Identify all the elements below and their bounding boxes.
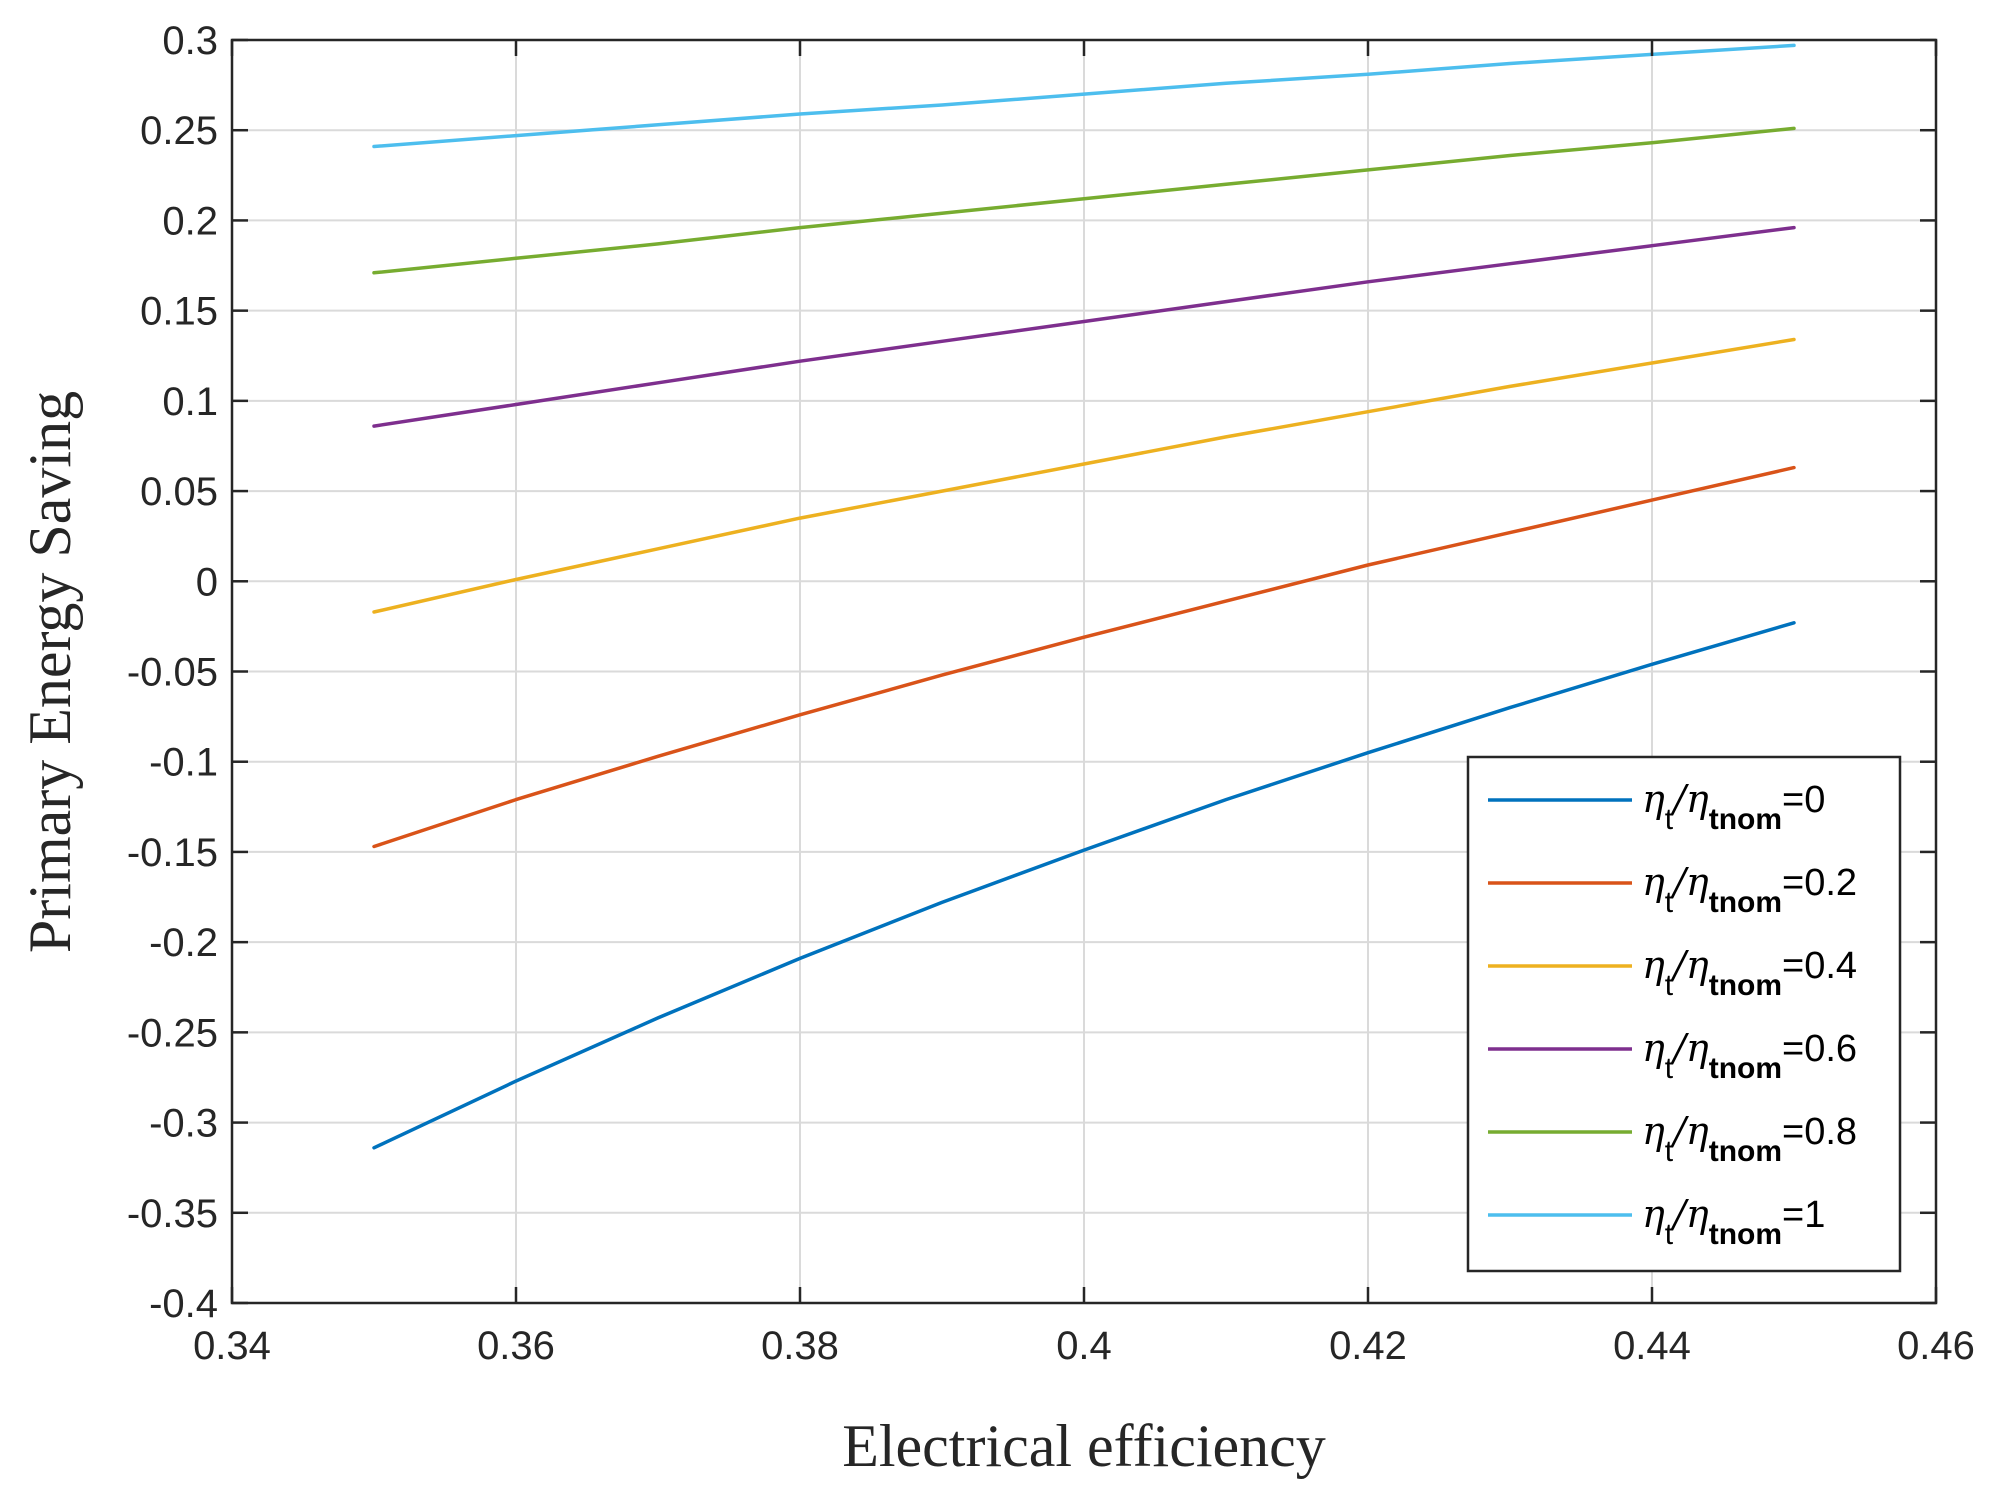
series-line bbox=[372, 43, 1796, 149]
y-tick-label: -0.05 bbox=[127, 651, 218, 695]
y-tick-label: -0.3 bbox=[149, 1102, 218, 1146]
y-tick-label: -0.35 bbox=[127, 1192, 218, 1236]
series-line bbox=[372, 465, 1796, 849]
y-axis-ticks: -0.4 -0.35 -0.3 -0.25 -0.2 -0.15 -0.1 -0.05 0 0.0… bbox=[127, 19, 1936, 1326]
legend-entry-label: ηt/ηtnom=1 bbox=[1642, 1192, 1825, 1251]
y-axis-label: Primary Energy Saving bbox=[17, 391, 83, 953]
y-tick-label: 0.2 bbox=[162, 199, 218, 243]
x-axis-ticks: 0.34 0.36 0.38 0.4 0.42 0.44 0.46 bbox=[193, 40, 1975, 1368]
y-tick-label: -0.1 bbox=[149, 741, 218, 785]
legend: ηt/ηtnom=0 ηt/ηtnom=0.2 ηt/ηtnom=0.4 ηt/ηtn… bbox=[1466, 755, 1902, 1273]
y-tick-label: -0.2 bbox=[149, 921, 218, 965]
y-tick-label: 0.05 bbox=[140, 470, 218, 514]
y-tick-label: 0.25 bbox=[140, 109, 218, 153]
x-tick-label: 0.38 bbox=[761, 1324, 839, 1368]
y-tick-label: 0.1 bbox=[162, 380, 218, 424]
series-line bbox=[372, 621, 1796, 1150]
x-tick-label: 0.36 bbox=[477, 1324, 555, 1368]
y-tick-label: 0.15 bbox=[140, 290, 218, 334]
y-tick-label: 0.3 bbox=[162, 19, 218, 63]
series-line bbox=[372, 225, 1796, 428]
x-tick-label: 0.34 bbox=[193, 1324, 271, 1368]
y-tick-label: -0.25 bbox=[127, 1011, 218, 1055]
x-tick-label: 0.44 bbox=[1613, 1324, 1691, 1368]
y-tick-label: -0.15 bbox=[127, 831, 218, 875]
legend-entry-label: ηt/ηtnom=0.6 bbox=[1642, 1026, 1857, 1085]
x-tick-label: 0.4 bbox=[1056, 1324, 1112, 1368]
y-tick-label: -0.4 bbox=[149, 1282, 218, 1326]
x-tick-label: 0.46 bbox=[1897, 1324, 1975, 1368]
x-axis-label: Electrical efficiency bbox=[842, 1413, 1326, 1479]
legend-box bbox=[1466, 755, 1902, 1273]
legend-entry-label: ηt/ηtnom=0.2 bbox=[1642, 860, 1857, 919]
x-tick-label: 0.42 bbox=[1329, 1324, 1407, 1368]
legend-entry-label: ηt/ηtnom=0.4 bbox=[1642, 943, 1857, 1002]
series-group bbox=[372, 43, 1796, 1150]
series-line bbox=[372, 126, 1796, 275]
y-tick-label: 0 bbox=[196, 560, 218, 604]
legend-entry-label: ηt/ηtnom=0.8 bbox=[1642, 1109, 1857, 1168]
series-line bbox=[372, 337, 1796, 614]
legend-entry-label: ηt/ηtnom=0 bbox=[1642, 777, 1825, 836]
